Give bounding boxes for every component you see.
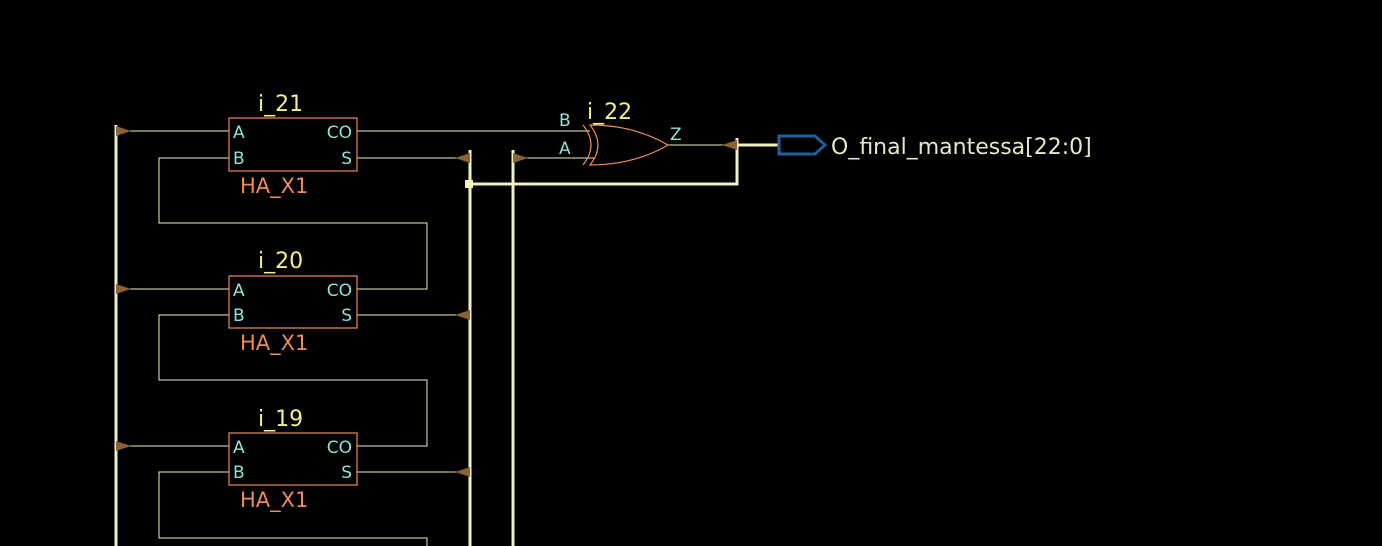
pin-z-label: Z — [670, 125, 682, 145]
pin-arrow-a-i21 — [116, 126, 131, 136]
pin-arrow-a-i20 — [116, 284, 131, 294]
pin-s-label: S — [341, 149, 352, 169]
pin-arrow-s-i21 — [455, 153, 470, 163]
net-carry-i19-to-i20[interactable] — [158, 314, 428, 447]
output-port-label: O_final_mantessa[22:0] — [831, 135, 1092, 160]
bus-junction — [465, 180, 473, 188]
pin-a-label: A — [233, 281, 245, 301]
pin-co-label: CO — [327, 123, 352, 143]
pin-a-label: A — [559, 139, 571, 159]
cell-body[interactable] — [228, 117, 358, 172]
pin-s-label: S — [341, 306, 352, 326]
pin-arrow-xor-a — [513, 153, 528, 163]
xor-input-curve — [582, 124, 592, 166]
output-port-icon[interactable] — [777, 134, 828, 156]
pin-arrow-s-i20 — [455, 310, 470, 320]
pin-arrow-xor-z — [722, 140, 737, 150]
cell-type-label: HA_X1 — [240, 174, 308, 199]
instance-label: i_19 — [258, 407, 303, 432]
pin-b-label: B — [233, 306, 245, 326]
bus-output-return[interactable] — [465, 138, 739, 186]
cell-type-label: HA_X1 — [240, 488, 308, 513]
cell-i20[interactable]: i_20 A B CO S HA_X1 — [228, 249, 358, 356]
cell-i21[interactable]: i_21 A B CO S HA_X1 — [228, 92, 358, 199]
pin-a-label: A — [233, 123, 245, 143]
xor-gate-i22[interactable]: i_22 B A Z — [559, 100, 682, 166]
instance-label: i_20 — [258, 249, 303, 274]
xor-body[interactable] — [588, 124, 670, 166]
cell-body[interactable] — [228, 432, 358, 486]
pin-co-label: CO — [327, 281, 352, 301]
net-carry-i20-to-i21[interactable] — [158, 157, 428, 290]
pin-arrow-s-i19 — [455, 467, 470, 477]
output-port[interactable]: O_final_mantessa[22:0] — [777, 134, 1092, 160]
cell-i19[interactable]: i_19 A B CO S HA_X1 — [228, 407, 358, 513]
net-carry-below-to-i19[interactable] — [158, 471, 428, 546]
pin-b-label: B — [233, 149, 245, 169]
pin-arrow-a-i19 — [116, 441, 131, 451]
cell-type-label: HA_X1 — [240, 331, 308, 356]
pin-a-label: A — [233, 438, 245, 458]
pin-co-label: CO — [327, 438, 352, 458]
instance-label: i_21 — [258, 92, 303, 117]
pin-b-label: B — [233, 463, 245, 483]
cell-body[interactable] — [228, 275, 358, 329]
instance-label: i_22 — [587, 100, 632, 125]
pin-b-label: B — [559, 111, 571, 131]
pin-s-label: S — [341, 463, 352, 483]
